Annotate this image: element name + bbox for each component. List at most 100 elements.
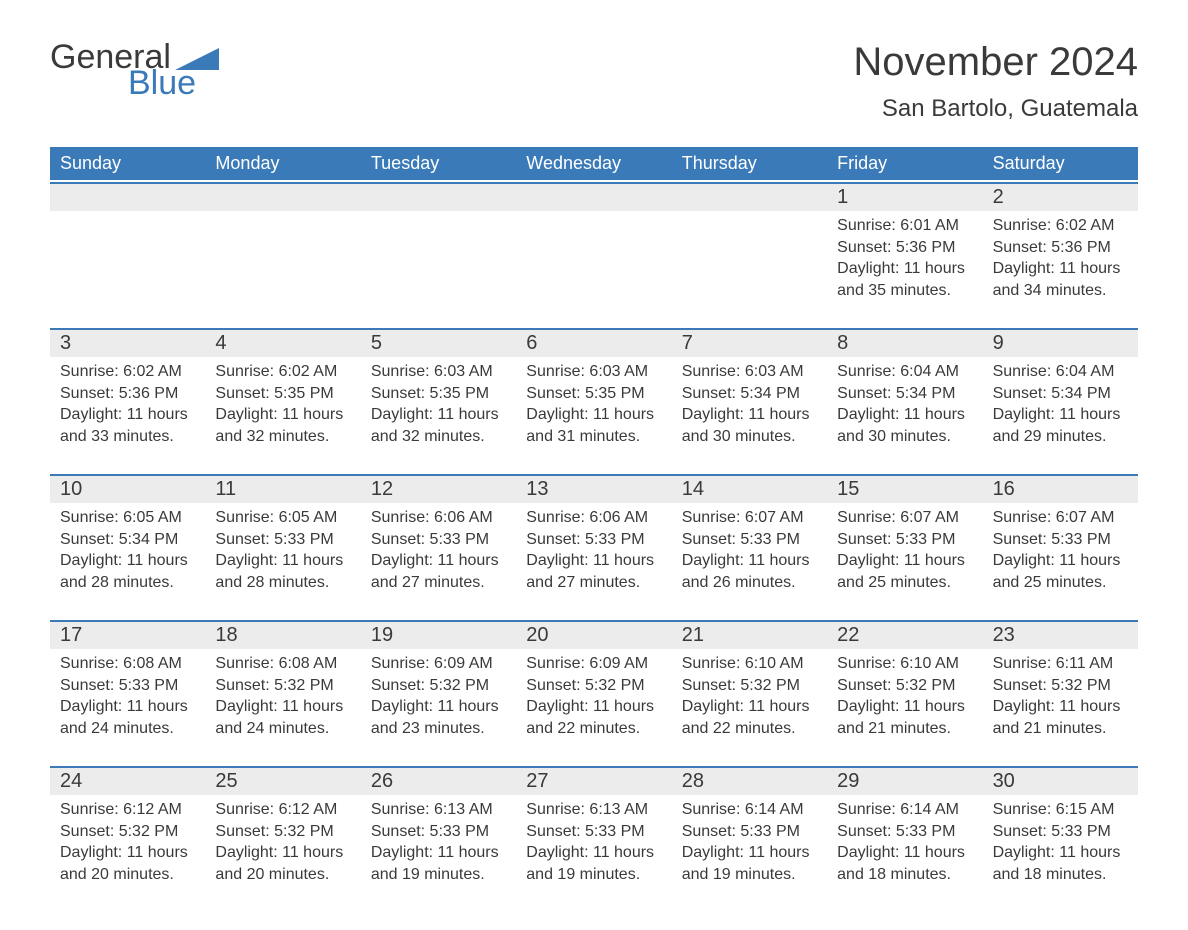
daylight-text-line2: and 20 minutes. [60,864,195,886]
day-cell: Sunrise: 6:12 AMSunset: 5:32 PMDaylight:… [50,795,205,890]
day-cell: Sunrise: 6:07 AMSunset: 5:33 PMDaylight:… [983,503,1138,598]
daylight-text-line2: and 26 minutes. [682,572,817,594]
sunset-text: Sunset: 5:33 PM [371,529,506,551]
sunrise-text: Sunrise: 6:13 AM [526,799,661,821]
sunrise-text: Sunrise: 6:06 AM [371,507,506,529]
day-cell: Sunrise: 6:05 AMSunset: 5:34 PMDaylight:… [50,503,205,598]
day-number: 17 [50,622,205,649]
day-cell: Sunrise: 6:15 AMSunset: 5:33 PMDaylight:… [983,795,1138,890]
daylight-text-line2: and 25 minutes. [993,572,1128,594]
daylight-text-line1: Daylight: 11 hours [682,404,817,426]
day-number: 25 [205,768,360,795]
day-cell: Sunrise: 6:06 AMSunset: 5:33 PMDaylight:… [516,503,671,598]
sunrise-text: Sunrise: 6:10 AM [682,653,817,675]
daylight-text-line1: Daylight: 11 hours [371,842,506,864]
day-cell: Sunrise: 6:07 AMSunset: 5:33 PMDaylight:… [827,503,982,598]
daylight-text-line1: Daylight: 11 hours [215,842,350,864]
sunset-text: Sunset: 5:34 PM [837,383,972,405]
day-number: 15 [827,476,982,503]
page-subtitle: San Bartolo, Guatemala [853,95,1138,123]
daylight-text-line1: Daylight: 11 hours [60,842,195,864]
day-number: 5 [361,330,516,357]
daylight-text-line2: and 19 minutes. [682,864,817,886]
day-number: 9 [983,330,1138,357]
day-cell [516,211,671,306]
sunset-text: Sunset: 5:32 PM [682,675,817,697]
sunrise-text: Sunrise: 6:03 AM [682,361,817,383]
daylight-text-line1: Daylight: 11 hours [526,842,661,864]
day-cell: Sunrise: 6:05 AMSunset: 5:33 PMDaylight:… [205,503,360,598]
daylight-text-line2: and 32 minutes. [215,426,350,448]
cells-row: Sunrise: 6:05 AMSunset: 5:34 PMDaylight:… [50,503,1138,598]
sunrise-text: Sunrise: 6:13 AM [371,799,506,821]
daynum-row: 17181920212223 [50,620,1138,649]
sunset-text: Sunset: 5:35 PM [371,383,506,405]
sunrise-text: Sunrise: 6:07 AM [682,507,817,529]
daylight-text-line2: and 28 minutes. [60,572,195,594]
sunset-text: Sunset: 5:33 PM [60,675,195,697]
day-cell: Sunrise: 6:11 AMSunset: 5:32 PMDaylight:… [983,649,1138,744]
day-number: 21 [672,622,827,649]
day-number [205,184,360,211]
day-cell: Sunrise: 6:07 AMSunset: 5:33 PMDaylight:… [672,503,827,598]
day-cell: Sunrise: 6:08 AMSunset: 5:32 PMDaylight:… [205,649,360,744]
sunrise-text: Sunrise: 6:12 AM [60,799,195,821]
sunset-text: Sunset: 5:35 PM [215,383,350,405]
daylight-text-line2: and 24 minutes. [60,718,195,740]
sunset-text: Sunset: 5:36 PM [837,237,972,259]
daylight-text-line1: Daylight: 11 hours [993,258,1128,280]
daylight-text-line2: and 33 minutes. [60,426,195,448]
day-cell: Sunrise: 6:12 AMSunset: 5:32 PMDaylight:… [205,795,360,890]
weekday-saturday: Saturday [983,147,1138,180]
sunrise-text: Sunrise: 6:11 AM [993,653,1128,675]
daylight-text-line1: Daylight: 11 hours [682,842,817,864]
page-title: November 2024 [853,40,1138,85]
sunrise-text: Sunrise: 6:15 AM [993,799,1128,821]
weeks-container: 12Sunrise: 6:01 AMSunset: 5:36 PMDayligh… [50,180,1138,890]
day-cell: Sunrise: 6:14 AMSunset: 5:33 PMDaylight:… [827,795,982,890]
daylight-text-line2: and 31 minutes. [526,426,661,448]
day-number: 27 [516,768,671,795]
daylight-text-line1: Daylight: 11 hours [60,696,195,718]
sunrise-text: Sunrise: 6:08 AM [60,653,195,675]
day-number: 19 [361,622,516,649]
sunrise-text: Sunrise: 6:14 AM [837,799,972,821]
daylight-text-line2: and 29 minutes. [993,426,1128,448]
day-cell: Sunrise: 6:03 AMSunset: 5:35 PMDaylight:… [361,357,516,452]
daylight-text-line1: Daylight: 11 hours [371,550,506,572]
daylight-text-line2: and 19 minutes. [526,864,661,886]
sunset-text: Sunset: 5:32 PM [837,675,972,697]
day-cell: Sunrise: 6:03 AMSunset: 5:34 PMDaylight:… [672,357,827,452]
day-cell: Sunrise: 6:04 AMSunset: 5:34 PMDaylight:… [827,357,982,452]
weekday-tuesday: Tuesday [361,147,516,180]
day-cell: Sunrise: 6:09 AMSunset: 5:32 PMDaylight:… [361,649,516,744]
sunset-text: Sunset: 5:32 PM [60,821,195,843]
sunrise-text: Sunrise: 6:10 AM [837,653,972,675]
sunrise-text: Sunrise: 6:09 AM [371,653,506,675]
day-number: 6 [516,330,671,357]
day-number: 1 [827,184,982,211]
cells-row: Sunrise: 6:01 AMSunset: 5:36 PMDaylight:… [50,211,1138,306]
day-number: 3 [50,330,205,357]
sunrise-text: Sunrise: 6:04 AM [993,361,1128,383]
sunrise-text: Sunrise: 6:08 AM [215,653,350,675]
logo: General Blue [50,40,219,100]
day-cell: Sunrise: 6:09 AMSunset: 5:32 PMDaylight:… [516,649,671,744]
daylight-text-line2: and 25 minutes. [837,572,972,594]
day-cell: Sunrise: 6:14 AMSunset: 5:33 PMDaylight:… [672,795,827,890]
daylight-text-line2: and 20 minutes. [215,864,350,886]
day-number: 11 [205,476,360,503]
sunrise-text: Sunrise: 6:02 AM [60,361,195,383]
day-cell: Sunrise: 6:01 AMSunset: 5:36 PMDaylight:… [827,211,982,306]
day-number: 30 [983,768,1138,795]
daynum-row: 3456789 [50,328,1138,357]
sunset-text: Sunset: 5:33 PM [526,821,661,843]
day-cell [361,211,516,306]
daylight-text-line2: and 28 minutes. [215,572,350,594]
day-number [672,184,827,211]
sunset-text: Sunset: 5:32 PM [371,675,506,697]
sunset-text: Sunset: 5:32 PM [215,675,350,697]
daylight-text-line1: Daylight: 11 hours [526,404,661,426]
sunset-text: Sunset: 5:33 PM [993,529,1128,551]
title-block: November 2024 San Bartolo, Guatemala [853,40,1138,123]
